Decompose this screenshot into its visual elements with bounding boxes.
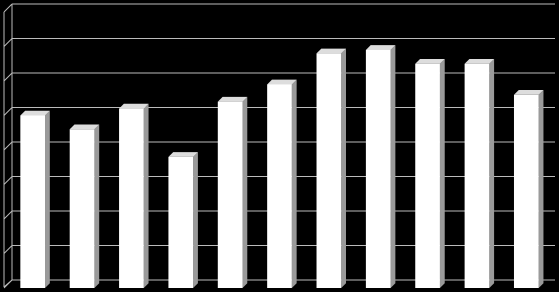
bar-side bbox=[390, 45, 396, 289]
bar-front bbox=[415, 63, 440, 288]
bar bbox=[217, 96, 248, 289]
bar-side bbox=[143, 103, 149, 288]
grid-line-side bbox=[3, 245, 13, 254]
bar-side bbox=[341, 48, 347, 288]
bar-top bbox=[168, 152, 198, 157]
bar-front bbox=[69, 129, 95, 288]
bar bbox=[513, 90, 544, 288]
bar bbox=[119, 103, 149, 288]
bar-top bbox=[267, 79, 297, 85]
bar-side bbox=[242, 96, 248, 289]
grid-line-side bbox=[3, 279, 13, 289]
bar-front bbox=[119, 108, 144, 288]
bar-side bbox=[291, 79, 297, 289]
bar bbox=[415, 58, 445, 289]
bar-top bbox=[513, 90, 544, 95]
grid-line-side bbox=[3, 3, 13, 13]
bar bbox=[464, 58, 495, 289]
bar bbox=[168, 152, 198, 288]
bar-front bbox=[464, 63, 490, 288]
grid-line-side bbox=[3, 210, 13, 220]
bar-top bbox=[415, 58, 445, 64]
grid-line-side bbox=[3, 176, 13, 185]
grid-line-side bbox=[3, 38, 13, 47]
bar-side bbox=[489, 58, 495, 289]
bar bbox=[316, 48, 347, 289]
bar bbox=[365, 45, 396, 289]
bar bbox=[69, 124, 100, 288]
bar-side bbox=[193, 152, 198, 288]
bar-front bbox=[365, 49, 391, 289]
grid-line-side bbox=[3, 72, 13, 82]
grid-line-side bbox=[3, 141, 13, 151]
bar-top bbox=[20, 110, 50, 116]
grid-line-side bbox=[3, 107, 13, 116]
bar-top bbox=[69, 124, 100, 130]
bar-top bbox=[365, 45, 396, 50]
bar-side bbox=[94, 124, 100, 288]
bar bbox=[20, 110, 50, 288]
bar-side bbox=[45, 110, 50, 288]
bar-side bbox=[538, 90, 544, 288]
bar-top bbox=[464, 58, 495, 64]
bar-front bbox=[513, 94, 539, 288]
bar-front bbox=[20, 115, 46, 288]
bar-front bbox=[316, 53, 342, 289]
bar-top bbox=[119, 103, 149, 109]
bar-front bbox=[168, 156, 194, 288]
bar-top bbox=[316, 48, 347, 54]
bar-front bbox=[267, 84, 292, 288]
bar-front bbox=[217, 101, 243, 288]
bar bbox=[267, 79, 297, 289]
bar-side bbox=[439, 58, 445, 289]
bar-top bbox=[217, 96, 248, 102]
